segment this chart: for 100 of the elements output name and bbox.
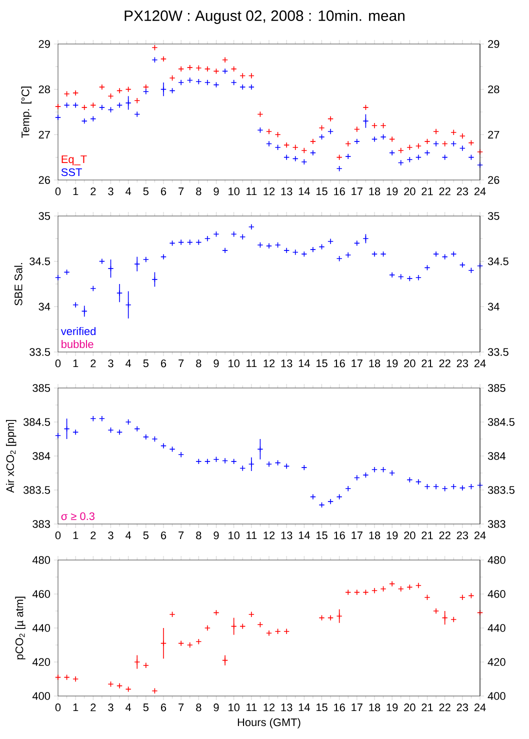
point (406, 276, 413, 282)
point (55, 274, 61, 281)
point (230, 458, 237, 464)
x-tick-label: 2 (90, 360, 96, 368)
point (274, 242, 281, 248)
x-tick-label: 15 (316, 360, 328, 368)
point (64, 674, 70, 680)
point (328, 238, 334, 244)
y-tick-label: 34.5 (30, 257, 50, 266)
point (354, 589, 360, 596)
point (125, 686, 132, 692)
point (274, 628, 281, 634)
x-tick-label: 24 (474, 188, 486, 196)
y-tick-label: 33.5 (30, 348, 50, 356)
point (55, 114, 61, 120)
x-tick-label: 16 (334, 188, 345, 196)
point (362, 589, 369, 596)
point (230, 66, 237, 72)
text: Eq_T (62, 155, 87, 166)
point (380, 466, 386, 473)
point (196, 78, 202, 85)
point (55, 674, 61, 680)
point (424, 264, 430, 271)
x-tick-label: 15 (316, 704, 328, 712)
point (274, 144, 281, 150)
point (284, 463, 290, 470)
point (257, 111, 264, 118)
y-axis-title: SBE Sal. (14, 263, 22, 306)
x-tick-label: 19 (386, 532, 398, 540)
point (450, 251, 457, 258)
x-tick-label: 18 (369, 188, 380, 196)
x-tick-label: 20 (404, 704, 416, 712)
point (98, 258, 105, 264)
point (442, 154, 448, 160)
point (178, 80, 184, 86)
point (108, 106, 114, 113)
point (336, 494, 342, 500)
y-tick-label: 385 (32, 384, 50, 392)
x-tick-label: 12 (264, 532, 275, 540)
point (406, 584, 413, 590)
point (318, 124, 325, 131)
x-tick-label: 16 (334, 704, 345, 712)
point (424, 484, 430, 490)
point (389, 580, 396, 587)
x-tick-label: 15 (316, 188, 328, 196)
annotation: σ ≥ 0.3 (61, 512, 94, 520)
point (116, 429, 123, 436)
point (442, 140, 448, 147)
point (222, 56, 228, 63)
point (169, 611, 176, 618)
x-tick-label: 4 (126, 360, 132, 368)
point (318, 614, 325, 621)
x-tick-label: 22 (439, 532, 450, 540)
x-tick-label: 13 (281, 360, 292, 368)
point (372, 588, 378, 594)
y-tick-label: 383 (32, 520, 50, 528)
x-tick-label: 6 (161, 704, 166, 712)
point (134, 111, 140, 118)
point (336, 154, 342, 160)
point (362, 472, 369, 478)
x-tick-label: 13 (281, 532, 292, 540)
x-tick-label: 19 (386, 188, 398, 196)
point (380, 586, 386, 592)
text: SST (61, 168, 82, 176)
x-tick-label: 21 (422, 188, 433, 196)
point (310, 494, 316, 500)
x-tick-label: 21 (422, 360, 433, 368)
y2-tick-label: 383 (488, 520, 506, 528)
x-tick-label: 16 (334, 360, 345, 368)
point (152, 688, 158, 694)
point (442, 614, 448, 621)
y-tick-label: 27 (38, 130, 50, 138)
x-tick-label: 14 (298, 360, 310, 368)
point (266, 140, 272, 147)
x-tick-label: 5 (143, 704, 148, 712)
point (468, 154, 474, 160)
point (213, 456, 220, 462)
point (389, 272, 396, 278)
y2-tick-label: 26 (488, 176, 500, 184)
point (240, 623, 246, 630)
y2-tick-label: 33.5 (488, 348, 508, 356)
x-tick-label: 12 (264, 188, 275, 196)
point (90, 116, 96, 122)
point (248, 611, 254, 618)
point (424, 138, 430, 144)
x-tick-label: 0 (55, 532, 61, 540)
y2-tick-label: 420 (488, 658, 506, 666)
x-tick-label: 4 (126, 532, 132, 540)
point (362, 104, 369, 110)
point (415, 478, 422, 485)
x-tick-label: 7 (178, 704, 184, 712)
point (415, 154, 422, 160)
x-tick-label: 1 (73, 704, 78, 712)
point (266, 461, 272, 468)
point (240, 84, 246, 90)
x-tick-label: 19 (386, 360, 398, 368)
point (301, 251, 308, 258)
point (186, 239, 193, 246)
series-label: verified (60, 327, 96, 336)
y2-tick-label: 460 (488, 590, 506, 598)
